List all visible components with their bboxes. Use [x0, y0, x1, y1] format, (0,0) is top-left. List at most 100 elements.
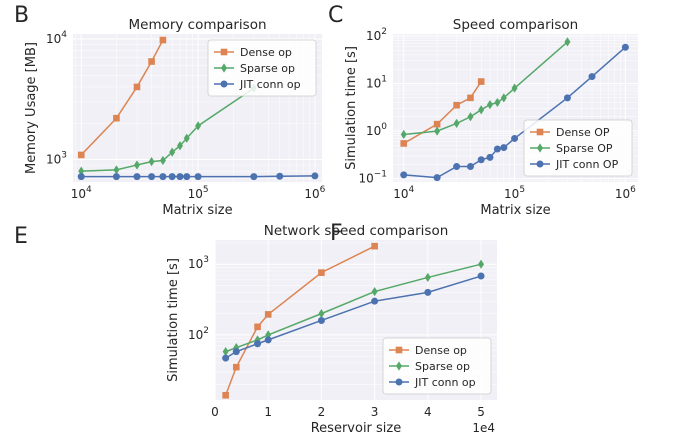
x-tick-label-base: 10	[504, 187, 519, 201]
y-tick-label: 102	[366, 27, 387, 43]
y-tick-label-base: 10	[366, 124, 381, 138]
data-point	[371, 242, 378, 250]
series-sparse-op	[222, 259, 485, 357]
data-point	[453, 118, 460, 129]
legend-marker	[396, 361, 402, 371]
data-point	[222, 347, 229, 357]
legend-box	[382, 337, 492, 395]
x-tick-label-exponent: 4	[409, 185, 415, 195]
y-tick-label-exponent: 3	[203, 255, 209, 265]
data-point	[400, 129, 407, 140]
data-point	[400, 140, 408, 147]
series-jit-conn-op	[222, 272, 485, 362]
legend-marker	[221, 63, 227, 73]
data-point	[453, 101, 460, 109]
series-sparse-op	[400, 37, 571, 140]
data-point	[133, 160, 140, 170]
y-tick-label: 10−1	[358, 170, 387, 186]
x-tick-label: 105	[504, 185, 525, 201]
data-point	[478, 105, 485, 115]
series-line	[81, 87, 255, 172]
data-point	[112, 173, 120, 181]
data-point	[176, 141, 183, 151]
legend-marker	[536, 128, 544, 136]
y-tick-label: 103	[188, 255, 209, 271]
data-point	[77, 151, 85, 159]
data-point	[168, 173, 176, 181]
data-point	[169, 147, 176, 157]
data-point	[477, 156, 485, 164]
legend-label: Dense op	[415, 344, 467, 357]
series-dense-op	[77, 36, 167, 159]
data-point	[78, 166, 85, 176]
data-point	[183, 173, 191, 181]
data-point	[194, 173, 202, 181]
data-point	[434, 126, 441, 136]
data-point	[222, 391, 229, 399]
y-axis-label: Memory Usage [MB]	[24, 42, 39, 174]
series-line	[403, 41, 568, 136]
y-tick-label: 100	[366, 122, 387, 138]
legend-marker	[220, 80, 228, 88]
y-tick-label-base: 10	[46, 32, 61, 46]
x-tick-label: 3	[371, 405, 379, 419]
x-tick-label-exponent: 6	[630, 185, 636, 195]
series-line	[225, 263, 482, 353]
data-point	[250, 173, 258, 181]
y-tick-label-base: 10	[188, 257, 203, 271]
x-tick-label: 105	[188, 185, 209, 201]
legend-label: Sparse OP	[556, 142, 613, 155]
data-point	[148, 58, 155, 65]
data-point	[148, 156, 155, 167]
data-point	[113, 114, 120, 122]
data-point	[511, 83, 518, 93]
x-axis-label: Matrix size	[480, 203, 550, 218]
x-tick-label-base: 10	[304, 187, 319, 201]
chart-title: Network speed comparison	[264, 223, 449, 239]
data-point	[486, 100, 493, 110]
data-point	[276, 172, 284, 180]
y-tick-label: 102	[188, 326, 209, 342]
data-point	[254, 340, 262, 348]
y-tick-label-base: 10	[358, 172, 373, 186]
panel-letter-f: F	[330, 221, 343, 246]
series-dense-op	[400, 78, 485, 147]
data-point	[400, 171, 408, 179]
data-point	[371, 286, 378, 297]
y-axis-label: Simulation time [s]	[344, 46, 359, 170]
x-tick-label: 5	[477, 405, 485, 419]
legend-box	[523, 119, 633, 177]
x-axis-multiplier: 1e4	[472, 421, 495, 435]
y-tick-label-exponent: 4	[61, 30, 67, 40]
data-point	[148, 173, 156, 181]
data-point	[183, 133, 190, 143]
x-tick-label: 104	[393, 185, 414, 201]
legend-label: JIT conn OP	[555, 158, 619, 171]
series-jit-conn-op	[400, 43, 629, 182]
data-point	[563, 94, 571, 102]
x-axis-label: Reservoir size	[311, 421, 402, 436]
data-point	[477, 78, 485, 85]
y-tick-label-base: 10	[366, 77, 381, 91]
chart-title: Memory comparison	[128, 17, 266, 33]
x-tick-label: 106	[304, 185, 325, 201]
chart-title: Speed comparison	[453, 17, 578, 33]
y-tick-label-base: 10	[188, 328, 203, 342]
data-point	[176, 173, 184, 181]
data-point	[500, 144, 508, 152]
data-point	[478, 259, 485, 269]
legend-marker	[537, 143, 543, 153]
data-point	[467, 94, 474, 102]
panel-letter-e: E	[14, 224, 28, 249]
legend-label: Sparse op	[240, 62, 295, 75]
legend-marker	[395, 346, 403, 354]
data-point	[195, 121, 202, 131]
data-point	[564, 37, 571, 47]
data-point	[264, 336, 272, 344]
x-tick-label-exponent: 4	[86, 185, 92, 195]
x-tick-label-base: 10	[188, 187, 203, 201]
data-point	[424, 272, 431, 283]
data-point	[433, 174, 441, 182]
